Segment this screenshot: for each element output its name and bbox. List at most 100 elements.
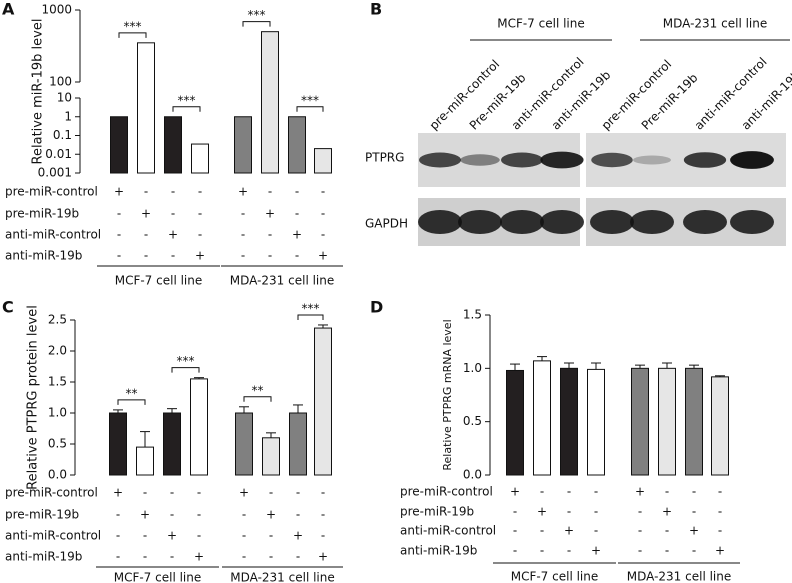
blot-band [683,152,727,168]
panel-letter: B [370,0,382,19]
panel-letter: D [370,298,383,317]
significance-bracket [118,32,147,38]
significance-label: *** [178,93,196,107]
condition-sign: - [321,207,325,221]
bar [288,116,306,174]
condition-sign: + [114,185,124,199]
condition-sign: - [170,508,174,522]
panel-letter: A [2,0,15,19]
condition-sign: - [321,486,325,500]
condition-sign: - [143,486,147,500]
row-label: PTPRG [365,151,404,165]
condition-sign: - [198,185,202,199]
condition-sign: - [242,529,246,543]
condition-sign: - [295,185,299,199]
condition-sign: + [537,505,547,519]
significance-label: ** [252,383,264,397]
condition-sign: - [116,529,120,543]
condition-sign: + [141,207,151,221]
group-label: MCF-7 cell line [115,274,203,288]
condition-sign: - [321,228,325,242]
condition-sign: - [241,228,245,242]
y-tick-label: 0.01 [45,147,72,161]
significance-bracket [117,399,146,405]
y-tick-label: 0.5 [48,437,67,451]
condition-sign: + [113,486,123,500]
bar [314,148,332,174]
condition-sign: - [144,185,148,199]
bar [191,143,209,174]
condition-sign: - [665,544,669,558]
condition-sign: - [269,550,273,564]
condition-sign: - [638,505,642,519]
significance-label: *** [248,8,266,22]
significance-label: *** [177,354,195,368]
lane-label: pre-miR-control [599,57,675,133]
condition-sign: - [170,550,174,564]
condition-label: pre-miR-control [5,486,98,500]
condition-sign: - [594,505,598,519]
blot-band [540,151,584,169]
bar [137,42,155,174]
condition-sign: - [268,249,272,263]
condition-sign: - [197,508,201,522]
condition-sign: - [567,485,571,499]
blot-band [500,210,544,234]
condition-sign: - [296,486,300,500]
bar [533,360,551,476]
condition-label: anti-miR-19b [5,550,82,564]
blot-band [458,210,502,234]
blot-band [460,154,500,166]
condition-sign: - [171,185,175,199]
blot-band [540,210,584,234]
condition-sign: + [194,550,204,564]
bar [261,31,279,174]
y-tick-label: 1 [64,109,72,123]
row-label: GAPDH [365,217,408,231]
condition-label: pre-miR-19b [5,508,79,522]
condition-sign: + [662,505,672,519]
y-tick-label: 1.0 [48,406,67,420]
condition-sign: - [268,185,272,199]
condition-sign: - [718,485,722,499]
condition-sign: - [321,529,325,543]
condition-sign: - [513,544,517,558]
y-tick-label: 0.1 [53,128,72,142]
condition-sign: - [241,207,245,221]
group-label: MDA-231 cell line [663,17,768,31]
blot-band [730,210,774,234]
condition-sign: - [718,505,722,519]
bar [234,116,252,174]
condition-label: pre-miR-19b [400,505,474,519]
y-axis-title: Relative PTPRG mRNA level [441,319,454,470]
blot-band [418,210,462,234]
condition-sign: - [171,207,175,221]
condition-sign: + [239,486,249,500]
condition-sign: - [567,505,571,519]
condition-sign: - [143,529,147,543]
condition-sign: - [540,524,544,538]
condition-sign: + [266,508,276,522]
condition-sign: - [295,249,299,263]
group-label: MCF-7 cell line [114,571,202,583]
condition-sign: + [715,544,725,558]
condition-sign: - [242,550,246,564]
y-axis-title: Relative miR-19b level [31,19,46,165]
condition-sign: - [198,207,202,221]
significance-bracket [242,21,271,27]
y-tick-label: 0.0 [463,468,482,482]
condition-sign: - [268,228,272,242]
panel-letter: C [2,298,14,317]
condition-sign: - [143,550,147,564]
condition-sign: - [117,228,121,242]
condition-sign: + [510,485,520,499]
condition-sign: + [238,185,248,199]
condition-sign: - [144,249,148,263]
condition-sign: + [318,249,328,263]
significance-label: ** [126,386,138,400]
condition-sign: - [540,544,544,558]
condition-sign: - [171,249,175,263]
condition-sign: - [295,207,299,221]
blot-band [730,151,774,169]
